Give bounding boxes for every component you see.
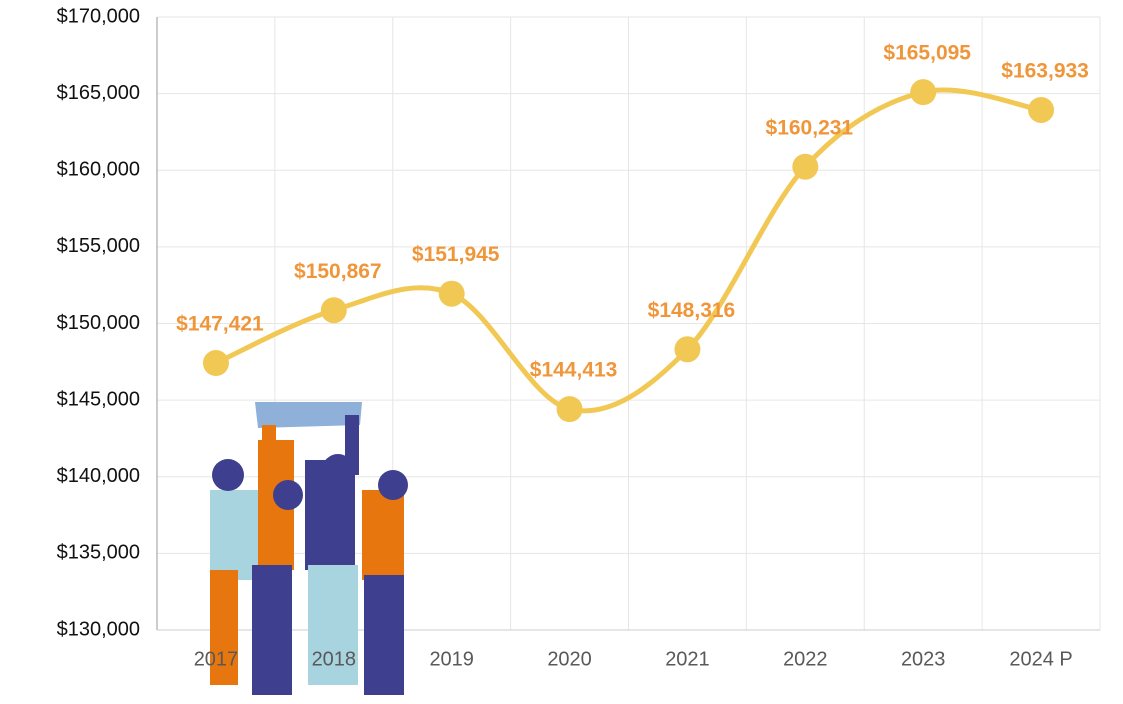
value-label: $144,413 [530,359,618,382]
x-tick-label: 2019 [429,648,474,670]
marker [203,350,229,376]
chart: $130,000 $135,000 $140,000 $145,000 $150,000… [0,0,1123,704]
y-tick-label: $165,000 [57,82,140,104]
x-tick-label: 2017 [194,648,239,670]
y-tick-label: $160,000 [57,159,140,181]
x-tick-label: 2024 P [1009,648,1072,670]
marker [439,281,465,307]
x-tick-label: 2023 [901,648,946,670]
marker [674,336,700,362]
value-label: $148,316 [648,299,736,322]
x-tick-label: 2022 [783,648,828,670]
y-tick-label: $155,000 [57,235,140,257]
marker [321,297,347,323]
y-tick-label: $170,000 [57,5,140,27]
y-tick-label: $135,000 [57,542,140,564]
value-label: $147,421 [176,313,264,336]
y-tick-label: $140,000 [57,465,140,487]
y-tick-label: $130,000 [57,618,140,640]
marker [557,396,583,422]
value-label: $151,945 [412,243,500,266]
x-tick-label: 2020 [547,648,592,670]
x-tick-label: 2018 [312,648,357,670]
marker [910,79,936,105]
x-tick-label: 2021 [665,648,710,670]
value-label: $163,933 [1001,60,1089,83]
marker [792,154,818,180]
value-label: $165,095 [883,42,971,65]
marker [1028,97,1054,123]
y-tick-label: $145,000 [57,388,140,410]
value-label: $160,231 [766,116,854,139]
value-label: $150,867 [294,260,382,283]
illustration [210,402,408,695]
y-tick-label: $150,000 [57,312,140,334]
